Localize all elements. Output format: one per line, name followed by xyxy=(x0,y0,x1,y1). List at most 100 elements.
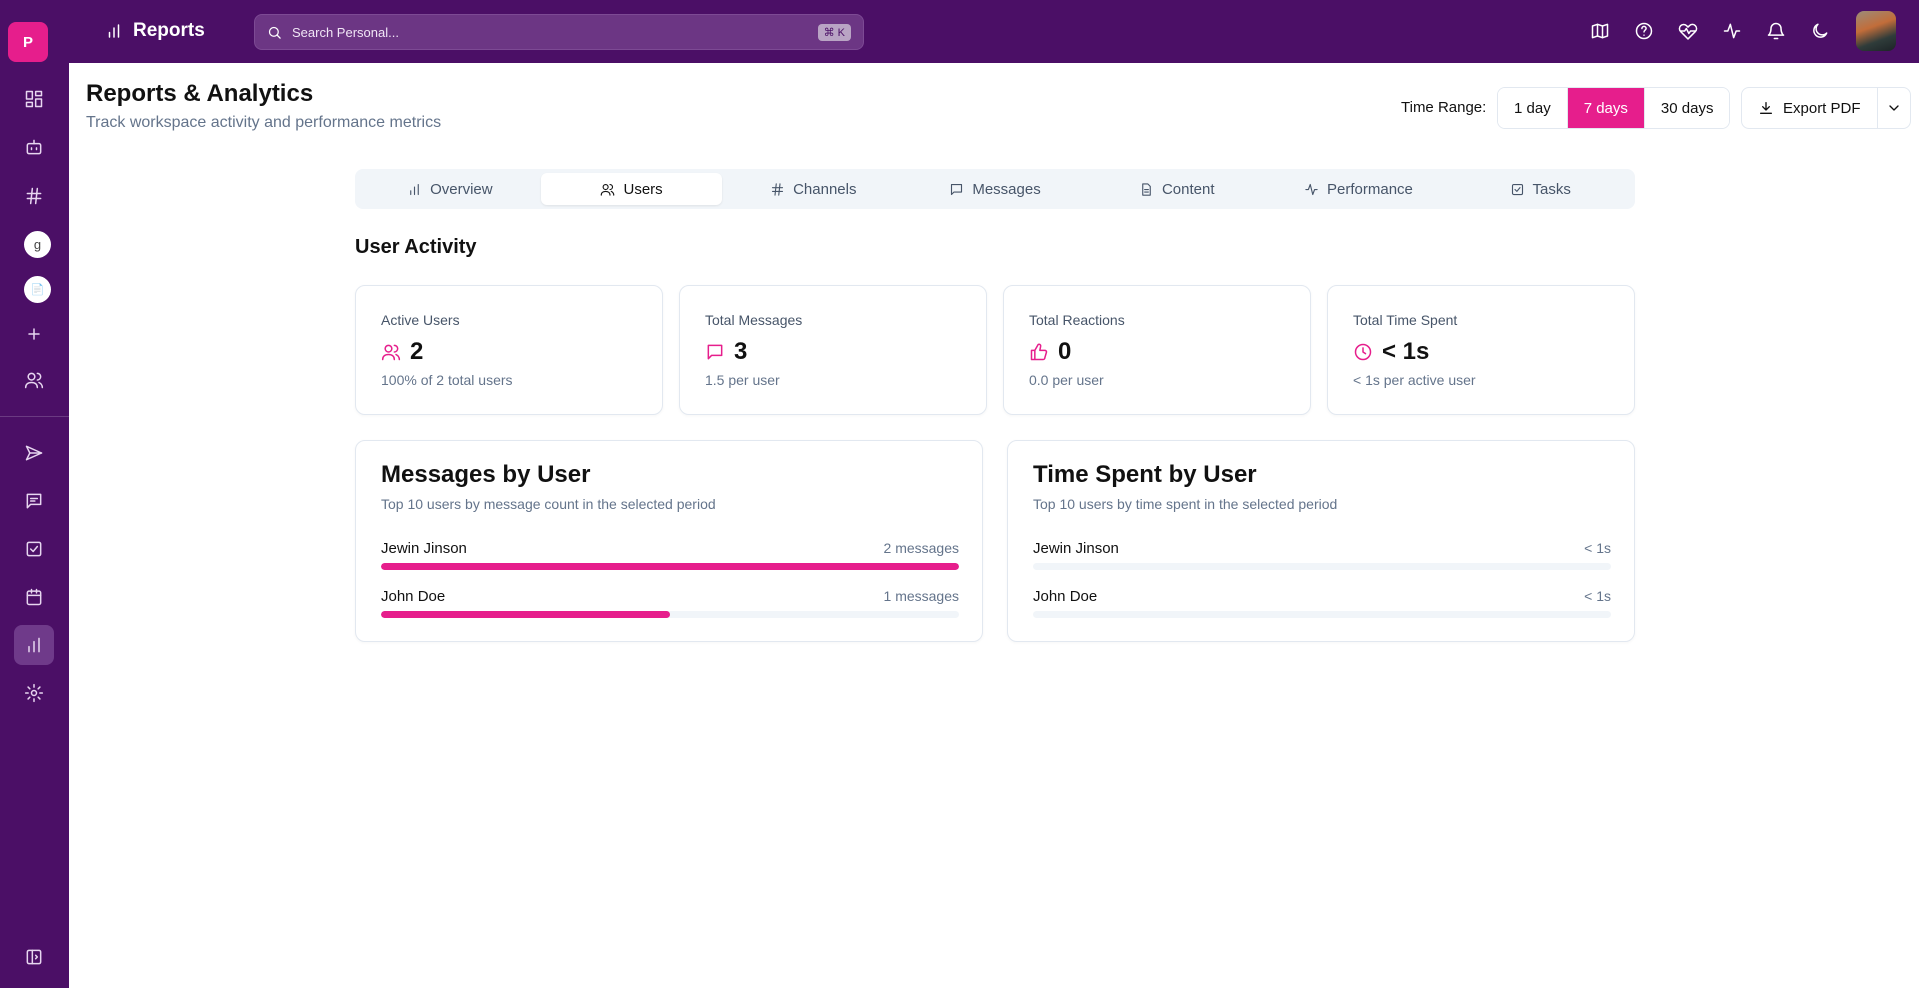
plus-icon xyxy=(28,328,40,340)
list-item: Jewin Jinson 2 messages xyxy=(381,540,959,570)
card-subtitle: Top 10 users by time spent in the select… xyxy=(1033,496,1338,512)
time-range-selector: 1 day 7 days 30 days xyxy=(1497,87,1731,129)
workspace-doc[interactable]: 📄 xyxy=(24,276,51,303)
gear-icon xyxy=(24,683,44,703)
list-item: Jewin Jinson < 1s xyxy=(1033,540,1611,570)
map-button[interactable] xyxy=(1588,19,1612,43)
activity-icon xyxy=(1723,23,1741,39)
search-icon xyxy=(268,26,281,39)
sidebar: P g 📄 xyxy=(0,0,69,988)
workspace-logo[interactable]: P xyxy=(8,22,48,62)
progress-track xyxy=(381,611,959,618)
sidebar-item-people[interactable] xyxy=(14,360,54,400)
stat-value: < 1s xyxy=(1353,338,1429,366)
sidebar-item-add[interactable] xyxy=(14,314,54,354)
sidebar-item-reports[interactable] xyxy=(14,625,54,665)
send-icon xyxy=(25,445,43,461)
help-circle-icon xyxy=(1635,22,1653,40)
progress-track xyxy=(1033,563,1611,570)
sidebar-item-messages[interactable] xyxy=(14,481,54,521)
user-name: John Doe xyxy=(1033,588,1098,605)
notifications-button[interactable] xyxy=(1764,19,1788,43)
user-value: 2 messages xyxy=(883,540,959,556)
avatar[interactable] xyxy=(1856,11,1896,51)
page-subtitle: Track workspace activity and performance… xyxy=(86,114,442,131)
tab-tasks[interactable]: Tasks xyxy=(1449,173,1631,205)
export-pdf-button[interactable]: Export PDF xyxy=(1742,88,1878,128)
sidebar-item-tasks[interactable] xyxy=(14,529,54,569)
tab-label: Content xyxy=(1161,180,1215,198)
sidebar-item-settings[interactable] xyxy=(14,673,54,713)
thumbs-up-icon xyxy=(1030,343,1048,361)
bell-icon xyxy=(1767,22,1785,40)
stat-card-active-users: Active Users 2 100% of 2 total users xyxy=(355,285,663,415)
range-30-days[interactable]: 30 days xyxy=(1644,88,1730,128)
search-shortcut: ⌘ K xyxy=(817,23,851,41)
tab-channels[interactable]: Channels xyxy=(722,173,904,205)
theme-toggle[interactable] xyxy=(1808,19,1832,43)
tab-performance[interactable]: Performance xyxy=(1268,173,1450,205)
page-title: Reports & Analytics xyxy=(86,80,314,107)
time-by-user-card: Time Spent by User Top 10 users by time … xyxy=(1007,440,1635,642)
tab-label: Channels xyxy=(793,180,857,198)
card-title: Time Spent by User xyxy=(1033,461,1257,488)
stat-number: 2 xyxy=(410,338,424,365)
user-value: 1 messages xyxy=(883,588,959,604)
search-input[interactable] xyxy=(292,24,818,40)
hash-icon xyxy=(772,182,784,196)
heart-pulse-icon xyxy=(1678,23,1698,40)
stat-value: 0 xyxy=(1029,338,1071,366)
sidebar-item-dashboard[interactable] xyxy=(14,79,54,119)
users-icon xyxy=(381,344,401,361)
sidebar-item-calendar[interactable] xyxy=(14,577,54,617)
sidebar-item-channels[interactable] xyxy=(14,176,54,216)
sidebar-item-bots[interactable] xyxy=(14,127,54,167)
stat-label: Total Reactions xyxy=(1029,312,1125,328)
stat-sub: 100% of 2 total users xyxy=(381,372,513,388)
stat-label: Active Users xyxy=(381,312,460,328)
progress-track xyxy=(381,563,959,570)
message-square-icon xyxy=(26,493,42,509)
user-name: Jewin Jinson xyxy=(1033,540,1119,557)
map-icon xyxy=(1591,23,1609,39)
health-button[interactable] xyxy=(1676,19,1700,43)
tab-overview[interactable]: Overview xyxy=(359,173,541,205)
tab-label: Overview xyxy=(430,180,493,198)
check-square-icon xyxy=(26,541,42,557)
activity-button[interactable] xyxy=(1720,19,1744,43)
range-1-day[interactable]: 1 day xyxy=(1498,88,1568,128)
export-label: Export PDF xyxy=(1783,99,1861,117)
users-icon xyxy=(24,372,44,389)
moon-icon xyxy=(1813,23,1828,38)
tab-label: Users xyxy=(623,180,663,198)
sidebar-collapse[interactable] xyxy=(14,937,54,977)
search-bar[interactable]: ⌘ K xyxy=(254,14,864,50)
report-tabs: Overview Users Channels Messages Content… xyxy=(355,169,1635,209)
progress-track xyxy=(1033,611,1611,618)
users-icon xyxy=(601,183,615,196)
stat-sub: 0.0 per user xyxy=(1029,372,1104,388)
bar-chart-icon xyxy=(28,637,40,653)
export-group: Export PDF xyxy=(1741,87,1911,129)
stat-label: Total Messages xyxy=(705,312,803,328)
tab-label: Messages xyxy=(972,180,1041,198)
progress-fill xyxy=(381,563,959,570)
help-button[interactable] xyxy=(1632,19,1656,43)
stat-sub: 1.5 per user xyxy=(705,372,780,388)
stat-value: 3 xyxy=(705,338,747,366)
tab-content[interactable]: Content xyxy=(1086,173,1268,205)
stat-card-total-messages: Total Messages 3 1.5 per user xyxy=(679,285,987,415)
clock-icon xyxy=(1354,343,1372,361)
stat-sub: < 1s per active user xyxy=(1353,372,1476,388)
section-title: User Activity xyxy=(355,236,477,258)
tab-messages[interactable]: Messages xyxy=(904,173,1086,205)
export-dropdown-button[interactable] xyxy=(1878,88,1910,128)
sidebar-item-send[interactable] xyxy=(14,433,54,473)
stat-value: 2 xyxy=(381,338,423,366)
range-7-days[interactable]: 7 days xyxy=(1567,88,1645,128)
list-item: John Doe < 1s xyxy=(1033,588,1611,618)
message-icon xyxy=(707,344,723,360)
workspace-g[interactable]: g xyxy=(24,231,51,258)
tab-users[interactable]: Users xyxy=(540,173,723,205)
chevron-down-icon xyxy=(1888,105,1899,111)
